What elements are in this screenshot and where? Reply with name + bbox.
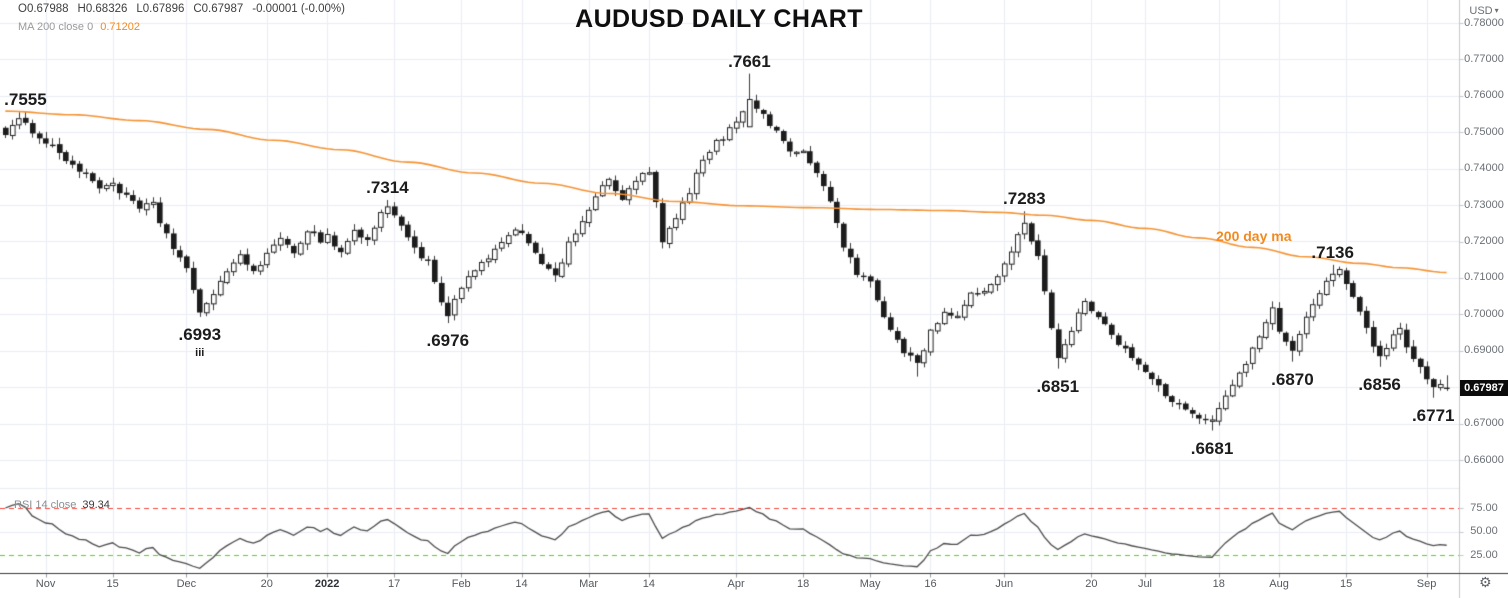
time-tick-label: Feb — [451, 578, 471, 590]
price-tick-label: 0.75000 — [1464, 125, 1504, 138]
time-axis[interactable]: Nov 15 Dec 20 2022 17 Feb 14 Mar 14 Apr 18 May 16 Jun 2… — [0, 573, 1459, 598]
high-value: H0.68326 — [77, 3, 128, 15]
rsi-tick-label: 75.00 — [1470, 501, 1498, 514]
time-tick-label: 15 — [106, 578, 119, 590]
rsi-readout: RSI 14 close 39.34 — [14, 499, 110, 511]
time-tick-label: 20 — [1085, 578, 1098, 590]
price-tick-label: 0.76000 — [1464, 89, 1504, 102]
time-tick-label: Sep — [1416, 578, 1437, 590]
swing-price-label: .6993 iii — [178, 324, 222, 359]
time-tick-label: Dec — [176, 578, 197, 590]
chart-title: AUDUSD DAILY CHART — [575, 5, 863, 33]
open-value: O0.67988 — [18, 3, 69, 15]
ohlc-readout: O0.67988 H0.68326 L0.67896 C0.67987 -0.00001… — [18, 3, 354, 15]
last-price-badge: 0.67987 — [1460, 379, 1508, 396]
price-tick-label: 0.66000 — [1464, 453, 1504, 466]
time-tick-label: Aug — [1269, 578, 1289, 590]
time-tick-label: 18 — [1212, 578, 1225, 590]
time-tick-label: Jun — [995, 578, 1014, 590]
rsi-readout-label: RSI 14 close — [14, 499, 77, 511]
price-tick-label: 0.71000 — [1464, 271, 1504, 284]
rsi-tick-label: 25.00 — [1470, 548, 1498, 561]
low-value: L0.67896 — [136, 3, 185, 15]
price-tick-label: 0.77000 — [1464, 52, 1504, 65]
rsi-readout-value: 39.34 — [82, 499, 110, 511]
chevron-down-icon: ▾ — [1494, 6, 1499, 15]
time-tick-label: 16 — [924, 578, 937, 590]
ma-readout: MA 200 close 0 0.71202 — [18, 21, 140, 33]
currency-label: USD — [1469, 5, 1493, 17]
time-tick-label: Apr — [727, 578, 745, 590]
time-tick-label: 18 — [796, 578, 810, 590]
swing-price-label: .7555 — [4, 90, 47, 110]
time-tick-label: Nov — [35, 578, 56, 590]
settings-gear-icon[interactable]: ⚙ — [1479, 574, 1492, 590]
close-value: C0.67987 — [193, 3, 244, 15]
time-tick-label: 2022 — [314, 578, 340, 590]
swing-price-label: .7314 — [366, 177, 409, 197]
time-tick-label: May — [859, 578, 881, 590]
swing-price-label: .6851 — [1036, 376, 1080, 396]
time-tick-label: Mar — [579, 578, 599, 590]
swing-sub-label: iii — [195, 346, 205, 359]
ma-readout-label: MA 200 close 0 — [18, 21, 94, 33]
change-value: -0.00001 (-0.00%) — [252, 3, 345, 15]
price-tick-label: 0.78000 — [1464, 16, 1504, 29]
price-tick-label: 0.74000 — [1464, 162, 1504, 175]
swing-price-label: .7283 — [1003, 189, 1046, 209]
price-tick-label: 0.67000 — [1464, 417, 1504, 430]
price-tick-label: 0.69000 — [1464, 344, 1504, 357]
time-tick-label: 20 — [260, 578, 273, 590]
price-tick-label: 0.72000 — [1464, 235, 1504, 247]
price-axis[interactable]: 0.78000 0.77000 0.76000 0.75000 0.74000 0.730… — [1460, 0, 1508, 573]
swing-price-label: .6681 — [1190, 438, 1234, 458]
swing-price-label: .6856 — [1358, 374, 1401, 394]
time-tick-label: 17 — [388, 578, 401, 590]
price-tick-label: 0.73000 — [1464, 198, 1504, 211]
price-tick-label: 0.70000 — [1464, 307, 1504, 320]
rsi-tick-label: 50.00 — [1470, 525, 1498, 537]
time-tick-label: 14 — [642, 578, 656, 590]
swing-price-label: .6870 — [1271, 369, 1314, 389]
currency-selector[interactable]: USD ▾ — [1461, 5, 1507, 17]
ma-readout-value: 0.71202 — [100, 21, 140, 33]
swing-price-label: .6976 — [426, 331, 470, 351]
swing-price-label: .7136 — [1311, 242, 1354, 262]
time-tick-label: 14 — [515, 578, 528, 590]
time-tick-label: 15 — [1339, 578, 1353, 590]
ma-200-line-label: 200 day ma — [1216, 228, 1292, 244]
time-tick-label: Jul — [1137, 578, 1152, 590]
swing-price-label: .6771 — [1411, 405, 1455, 425]
swing-price-label: .7661 — [728, 51, 771, 71]
